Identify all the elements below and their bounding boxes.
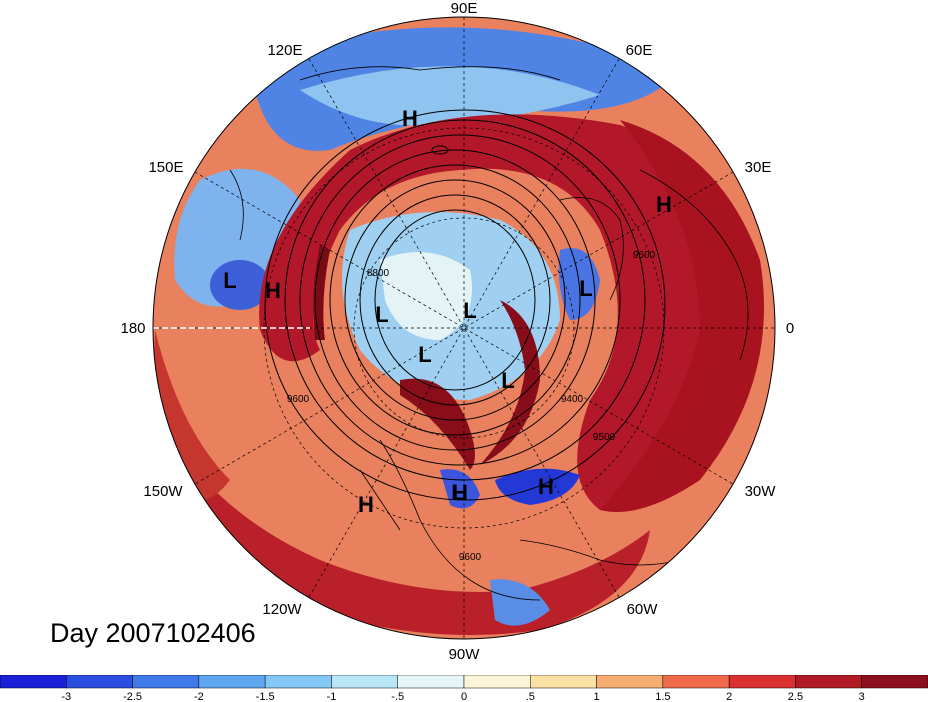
- low-pressure-marker: L: [451, 480, 464, 505]
- colorbar-swatch: [0, 675, 67, 689]
- colorbar: -3 -2.5 -2 -1.5 -1 -.5 0 .5 1 1.5 2 2.5 3: [0, 675, 928, 702]
- high-pressure-marker: H: [358, 492, 374, 517]
- map-title: Day 2007102406: [50, 618, 256, 648]
- colorbar-swatch: [861, 675, 928, 689]
- colorbar-tick-label: 2: [726, 691, 732, 702]
- colorbar-swatch: [530, 675, 597, 689]
- high-pressure-marker: H: [538, 474, 554, 499]
- colorbar-swatch: [66, 675, 133, 689]
- colorbar-swatch: [795, 675, 862, 689]
- longitude-label: 60E: [626, 42, 653, 59]
- colorbar-tick-label: -3: [61, 691, 71, 702]
- colorbar-swatch: [198, 675, 266, 689]
- graticule: [153, 17, 775, 639]
- contour-label: 9500: [593, 432, 616, 443]
- longitude-label: 120E: [267, 42, 302, 59]
- colorbar-tick-label: -2.5: [123, 691, 142, 702]
- coastlines: [229, 66, 749, 601]
- longitude-label: 90W: [449, 646, 481, 663]
- longitude-labels: 90E 60E 30E 0 30W 60W 90W 120W 150W 180 150E 120E: [120, 0, 794, 663]
- colorbar-tick-label: .5: [526, 691, 535, 702]
- map-border: [152, 16, 776, 640]
- contour-label: 9600: [633, 250, 656, 261]
- height-contours: [264, 109, 666, 501]
- colorbar-swatch: [264, 675, 332, 689]
- longitude-label: 0: [786, 320, 794, 337]
- contour-label: 9600: [287, 394, 310, 405]
- longitude-label: 30W: [745, 483, 777, 500]
- longitude-label: 150E: [148, 159, 183, 176]
- contour-labels: 8800 9600 9600 9400 9500 9600: [287, 250, 656, 563]
- colorbar-swatch: [662, 675, 730, 689]
- colorbar-tick-label: 0: [461, 691, 467, 702]
- longitude-label: 60W: [627, 601, 659, 618]
- low-pressure-marker: L: [375, 302, 388, 327]
- high-pressure-marker: H: [402, 106, 418, 131]
- longitude-label: 180: [120, 320, 145, 337]
- colorbar-swatch: [397, 675, 465, 689]
- contour-label: 9400: [561, 394, 584, 405]
- longitude-label: 150W: [143, 483, 183, 500]
- low-pressure-marker: L: [501, 368, 514, 393]
- colorbar-tick-label: 3: [859, 691, 865, 702]
- colorbar-swatch: [728, 675, 796, 689]
- colorbar-tick-label: -1: [327, 691, 337, 702]
- colorbar-tick-label: -.5: [391, 691, 404, 702]
- colorbar-tick-label: 2.5: [788, 691, 803, 702]
- colorbar-tick-label: 1: [594, 691, 600, 702]
- contour-label: 9600: [459, 552, 482, 563]
- longitude-label: 120W: [262, 601, 302, 618]
- low-pressure-marker: L: [463, 298, 476, 323]
- colorbar-swatch: [132, 675, 200, 689]
- colorbar-swatch: [331, 675, 398, 689]
- colorbar-tick-label: -1.5: [256, 691, 275, 702]
- colorbar-swatch: [596, 675, 664, 689]
- colorbar-swatch: [463, 675, 531, 689]
- high-pressure-marker: H: [656, 192, 672, 217]
- polar-stereographic-map: 90E 60E 30E 0 30W 60W 90W 120W 150W 180 150E 120E H…: [120, 0, 794, 663]
- contour-label: 8800: [367, 268, 390, 279]
- high-pressure-marker: H: [452, 480, 468, 505]
- longitude-label: 30E: [745, 159, 772, 176]
- longitude-label: 90E: [451, 0, 478, 17]
- colorbar-tick-label: -2: [194, 691, 204, 702]
- low-pressure-marker: L: [579, 276, 592, 301]
- colorbar-tick-label: 1.5: [655, 691, 670, 702]
- low-pressure-marker: L: [418, 342, 431, 367]
- low-pressure-marker: L: [223, 268, 236, 293]
- high-pressure-marker: H: [265, 278, 281, 303]
